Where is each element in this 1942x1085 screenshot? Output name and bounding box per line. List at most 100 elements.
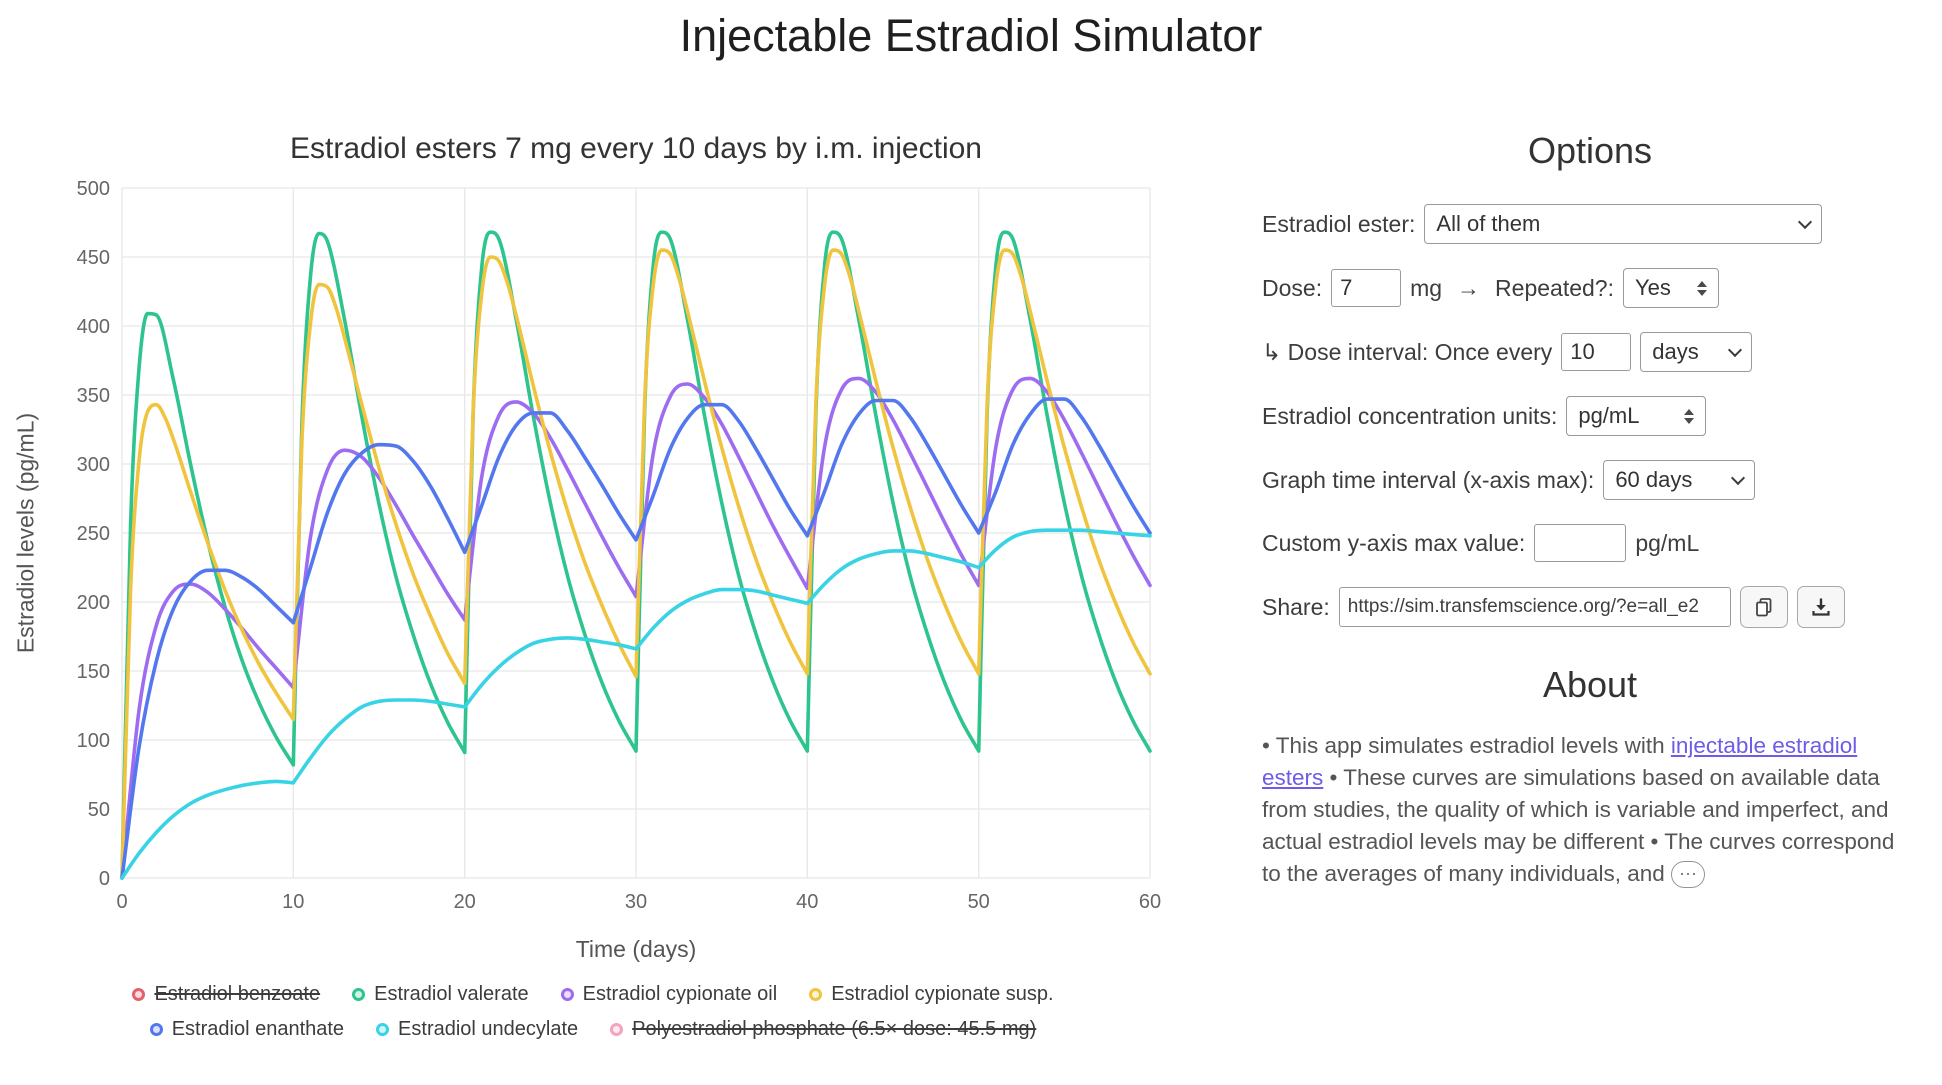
y-axis-title: Estradiol levels (pg/mL) (12, 412, 39, 654)
graph-interval-value: 60 days (1615, 467, 1693, 492)
legend-item-polyestradiol-phosphate-6-5-dose-45-5-mg[interactable]: Polyestradiol phosphate (6.5× dose: 45.5… (610, 1018, 1036, 1041)
legend-row-2: Estradiol enanthate Estradiol undecylate P… (22, 1018, 1164, 1041)
units-label: Estradiol concentration units: (1262, 402, 1558, 429)
y-tick-label: 500 (77, 180, 110, 200)
series-curve-estradiol-valerate (120, 230, 1152, 880)
repeated-label: Repeated?: (1495, 274, 1614, 301)
option-row-dose-interval: ↳ Dose interval: Once every days (1262, 332, 1918, 372)
x-tick-label: 20 (454, 891, 476, 913)
chart-title: Estradiol esters 7 mg every 10 days by i… (290, 132, 982, 165)
legend-label-estradiol-enanthate: Estradiol enanthate (171, 1018, 345, 1040)
legend-marker-estradiol-undecylate (376, 1023, 390, 1036)
dose-interval-label: ↳ Dose interval: Once every (1262, 338, 1553, 365)
option-row-units: Estradiol concentration units: pg/mL (1262, 396, 1918, 436)
estradiol-ester-select[interactable]: All of them (1424, 204, 1823, 244)
stepper-arrows-icon (1684, 408, 1695, 424)
x-axis-title: Time (days) (575, 936, 697, 962)
option-row-dose: Dose: mg → Repeated?: Yes (1262, 268, 1918, 308)
y-tick-label: 450 (77, 247, 110, 269)
legend-marker-estradiol-benzoate (132, 988, 146, 1001)
option-row-ester: Estradiol ester: All of them (1262, 204, 1918, 244)
options-panel: Options Estradiol ester: All of them Dos… (1262, 130, 1918, 890)
y-tick-label: 100 (77, 730, 110, 752)
legend-label-polyestradiol-phosphate-6-5-dose-45-5-mg: Polyestradiol phosphate (6.5× dose: 45.5… (632, 1018, 1037, 1040)
legend-item-estradiol-undecylate[interactable]: Estradiol undecylate (376, 1018, 578, 1041)
expand-about-button[interactable]: ⋯ (1671, 861, 1705, 889)
x-tick-label: 10 (282, 891, 304, 913)
legend-label-estradiol-valerate: Estradiol valerate (374, 983, 529, 1005)
x-tick-label: 0 (116, 891, 127, 913)
page-title: Injectable Estradiol Simulator (679, 10, 1263, 61)
series-curve-estradiol-cypionate-susp (120, 248, 1152, 880)
legend-label-estradiol-benzoate: Estradiol benzoate (154, 983, 321, 1005)
legend-marker-estradiol-enanthate (149, 1023, 163, 1036)
legend-item-estradiol-benzoate[interactable]: Estradiol benzoate (132, 983, 320, 1006)
chevron-down-icon (1731, 470, 1746, 485)
repeated-value: Yes (1634, 275, 1671, 300)
series-curve-estradiol-enanthate (120, 397, 1152, 880)
download-button[interactable] (1796, 586, 1845, 628)
share-url-input[interactable] (1338, 587, 1731, 627)
legend-label-estradiol-undecylate: Estradiol undecylate (398, 1018, 579, 1040)
share-label: Share: (1262, 593, 1330, 620)
y-tick-label: 50 (88, 799, 110, 821)
chart-panel: Estradiol esters 7 mg every 10 days by i… (13, 132, 1182, 1041)
estradiol-ester-value: All of them (1436, 211, 1541, 236)
stepper-arrows-icon (1696, 280, 1707, 296)
arrow-right-icon: → (1457, 274, 1481, 301)
y-tick-label: 400 (77, 316, 110, 338)
repeated-select[interactable]: Yes (1622, 268, 1719, 308)
x-tick-label: 40 (796, 891, 818, 913)
dose-input[interactable] (1331, 269, 1402, 307)
download-icon (1812, 598, 1830, 616)
y-tick-label: 0 (99, 868, 110, 890)
x-tick-label: 30 (625, 891, 647, 913)
chevron-down-icon (1798, 214, 1813, 229)
series-curve-estradiol-undecylate (120, 528, 1152, 880)
dose-interval-input[interactable] (1561, 333, 1632, 371)
copy-link-button[interactable] (1739, 586, 1788, 628)
about-text: • This app simulates estradiol levels wi… (1262, 730, 1918, 890)
dose-unit-label: mg (1410, 274, 1443, 301)
x-tick-label: 60 (1139, 891, 1161, 913)
legend-row-1: Estradiol benzoate Estradiol valerate Estr… (22, 983, 1164, 1006)
dose-label: Dose: (1262, 274, 1323, 301)
about-text-part1: • This app simulates estradiol levels wi… (1262, 733, 1671, 758)
dose-interval-unit-value: days (1652, 339, 1699, 364)
graph-interval-label: Graph time interval (x-axis max): (1262, 466, 1595, 493)
concentration-units-value: pg/mL (1578, 403, 1640, 428)
estradiol-levels-chart[interactable]: 0 50 100 150 200 250 300 350 400 450 500 0 10 20 30 40 5… (22, 180, 1164, 924)
about-heading: About (1542, 664, 1638, 705)
legend-item-estradiol-valerate[interactable]: Estradiol valerate (352, 983, 529, 1006)
y-tick-label: 350 (77, 385, 110, 407)
option-row-share: Share: (1262, 586, 1918, 628)
ymax-unit-label: pg/mL (1635, 529, 1700, 556)
legend-label-estradiol-cypionate-susp: Estradiol cypionate susp. (831, 983, 1054, 1005)
legend-item-estradiol-cypionate-oil[interactable]: Estradiol cypionate oil (560, 983, 778, 1006)
legend-item-estradiol-enanthate[interactable]: Estradiol enanthate (149, 1018, 345, 1041)
legend-marker-polyestradiol-phosphate-6-5-dose-45-5-mg (610, 1023, 624, 1036)
copy-icon (1755, 598, 1772, 617)
option-row-graph-interval: Graph time interval (x-axis max): 60 day… (1262, 460, 1918, 500)
y-tick-label: 300 (77, 454, 110, 476)
legend-marker-estradiol-valerate (352, 988, 366, 1001)
legend-item-estradiol-cypionate-susp[interactable]: Estradiol cypionate susp. (809, 983, 1054, 1006)
about-text-part2: • These curves are simulations based on … (1262, 764, 1895, 886)
options-heading: Options (1527, 130, 1653, 171)
graph-interval-select[interactable]: 60 days (1603, 460, 1756, 500)
y-tick-label: 200 (77, 592, 110, 614)
concentration-units-select[interactable]: pg/mL (1566, 396, 1707, 436)
y-tick-label: 250 (77, 523, 110, 545)
about-section: About • This app simulates estradiol lev… (1262, 664, 1918, 890)
ester-label: Estradiol ester: (1262, 210, 1416, 237)
chart-legend: Estradiol benzoate Estradiol valerate Estr… (22, 983, 1164, 1041)
x-tick-label: 50 (968, 891, 990, 913)
injectable-esters-link[interactable]: injectable estradiol esters (1262, 733, 1858, 790)
chevron-down-icon (1728, 342, 1743, 357)
ymax-label: Custom y-axis max value: (1262, 529, 1526, 556)
dose-interval-unit-select[interactable]: days (1640, 332, 1753, 372)
legend-label-estradiol-cypionate-oil: Estradiol cypionate oil (582, 983, 778, 1005)
series-curve-estradiol-cypionate-oil (120, 376, 1152, 880)
legend-marker-estradiol-cypionate-susp (809, 988, 823, 1001)
custom-ymax-input[interactable] (1534, 524, 1627, 562)
